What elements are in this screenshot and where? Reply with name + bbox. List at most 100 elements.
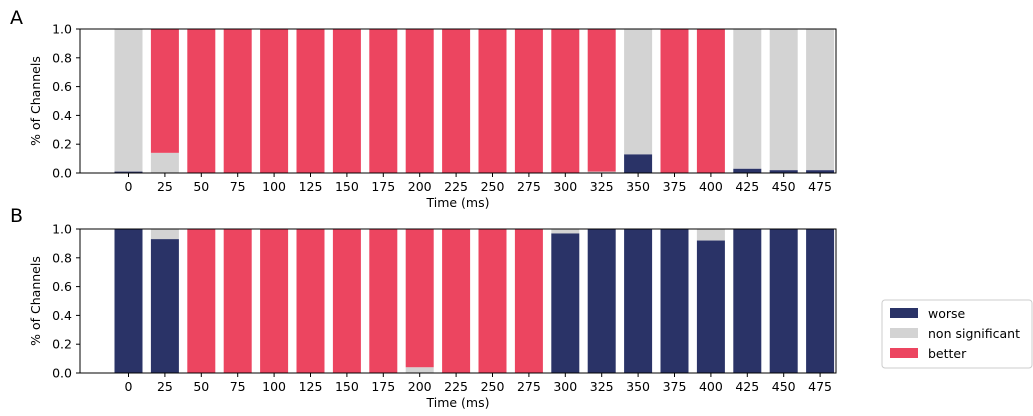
panel-b-bar-worse-400 (696, 240, 725, 373)
panel-b-x-tick-label-150: 150 (335, 379, 359, 394)
panel-a-bar-worse-350 (624, 154, 653, 173)
panel-b-x-tick-label-350: 350 (626, 379, 650, 394)
legend-box (881, 299, 1033, 369)
panel-b-x-tick-label-325: 325 (590, 379, 614, 394)
panel-b-x-tick-label-425: 425 (735, 379, 759, 394)
panel-a-bar-non-significant-450 (769, 29, 798, 171)
panel-b-bar-better-200 (405, 229, 434, 368)
panel-a-y-axis-label: % of Channels (28, 56, 43, 146)
panel-b-x-tick-label-125: 125 (299, 379, 323, 394)
panel-a-bar-better-375 (660, 29, 689, 173)
panel-a-x-tick-label-450: 450 (772, 179, 796, 194)
panel-b-y-axis-label: % of Channels (28, 256, 43, 346)
panel-a-x-tick-label-50: 50 (193, 179, 209, 194)
panel-a-x-tick-label-150: 150 (335, 179, 359, 194)
panel-a-bar-worse-425 (733, 168, 762, 173)
panel-b-bar-better-150 (332, 229, 361, 373)
panel-a-x-tick-label-100: 100 (262, 179, 286, 194)
panel-b-bar-worse-475 (806, 229, 835, 373)
panel-b-bar-worse-450 (769, 229, 798, 373)
panel-b-x-tick-label-175: 175 (371, 379, 395, 394)
panel-a-x-tick-label-475: 475 (808, 179, 832, 194)
panel-a-x-tick-label-300: 300 (553, 179, 577, 194)
panel-a-x-tick-label-0: 0 (125, 179, 133, 194)
panel-a-bar-better-100 (260, 29, 289, 173)
panel-b-x-tick-label-25: 25 (157, 379, 173, 394)
panel-b-y-tick-label-0.0: 0.0 (52, 366, 72, 381)
panel-b-bar-non-significant-25 (150, 229, 179, 240)
panel-b-bar-worse-0 (114, 229, 143, 373)
panel-b-x-tick-label-250: 250 (481, 379, 505, 394)
panel-a-x-axis-label: Time (ms) (425, 195, 489, 210)
panel-a-bar-non-significant-425 (733, 29, 762, 169)
panel-a-bar-non-significant-0 (114, 29, 143, 172)
panel-a-x-tick-label-425: 425 (735, 179, 759, 194)
legend: worse non significant better (881, 299, 1033, 369)
panel-a-bar-better-150 (332, 29, 361, 173)
panel-b-y-tick-label-0.4: 0.4 (52, 308, 72, 323)
legend-swatch-better (890, 348, 918, 358)
panel-a-bar-better-200 (405, 29, 434, 173)
panel-b-bar-better-275 (514, 229, 543, 373)
panel-a-axes-frame (79, 28, 837, 174)
panel-b-x-tick-label-400: 400 (699, 379, 723, 394)
panel-a-bar-non-significant-475 (806, 29, 835, 171)
panel-a-x-tick-label-225: 225 (444, 179, 468, 194)
panel-a-x-tick-label-375: 375 (663, 179, 687, 194)
panel-a-x-tick-label-325: 325 (590, 179, 614, 194)
panel-a-x-tick-label-25: 25 (157, 179, 173, 194)
legend-label-worse: worse (928, 306, 966, 321)
panel-b-x-tick-label-0: 0 (125, 379, 133, 394)
panel-b-x-tick-label-450: 450 (772, 379, 796, 394)
panel-a-x-tick-label-350: 350 (626, 179, 650, 194)
panel-a-bar-better-250 (478, 29, 507, 173)
panel-b-bar-worse-325 (587, 229, 616, 373)
panel-b-bar-better-225 (442, 229, 471, 373)
panel-a-bar-better-275 (514, 29, 543, 173)
panel-a-y-ticks: 0.0 0.2 0.4 0.6 0.8 1.0 (52, 22, 80, 181)
panel-b-x-tick-label-100: 100 (262, 379, 286, 394)
panel-b-bar-better-75 (223, 229, 252, 373)
panel-a-y-tick-label-0.4: 0.4 (52, 108, 72, 123)
panel-a-bars (114, 29, 835, 173)
panel-a-x-tick-label-125: 125 (299, 179, 323, 194)
panel-b-x-tick-label-50: 50 (193, 379, 209, 394)
legend-swatch-worse (890, 308, 918, 318)
panel-a-bar-better-50 (187, 29, 216, 173)
panel-b-y-ticks: 0.0 0.2 0.4 0.6 0.8 1.0 (52, 222, 80, 381)
panel-a: A 0.0 0.2 0.4 0.6 0.8 1.0 0 25 50 75 100 125 150 175… (10, 7, 837, 210)
panel-b-bar-worse-375 (660, 229, 689, 373)
panel-a-bar-better-125 (296, 29, 325, 173)
panel-a-x-tick-label-175: 175 (371, 179, 395, 194)
panel-a-x-tick-label-250: 250 (481, 179, 505, 194)
panel-a-bar-better-75 (223, 29, 252, 173)
panel-a-bar-non-significant-25 (150, 152, 179, 173)
panel-b-bar-better-50 (187, 229, 216, 373)
panel-a-bar-non-significant-350 (624, 29, 653, 155)
panel-a-bar-non-significant-325 (587, 171, 616, 173)
panel-a-x-tick-label-275: 275 (517, 179, 541, 194)
panel-b-bar-non-significant-300 (551, 229, 580, 234)
panel-a-x-tick-label-400: 400 (699, 179, 723, 194)
panel-a-bar-worse-450 (769, 170, 798, 173)
panel-a-y-tick-label-0.0: 0.0 (52, 166, 72, 181)
panel-b-bar-worse-425 (733, 229, 762, 373)
panel-b-label: B (10, 205, 23, 227)
legend-label-better: better (928, 346, 967, 361)
panel-a-x-tick-label-75: 75 (230, 179, 246, 194)
panel-b-bar-worse-350 (624, 229, 653, 373)
panel-a-bar-better-400 (696, 29, 725, 173)
panel-b-x-ticks: 0 25 50 75 100 125 150 175 200 225 250 275 300 325 350… (125, 373, 832, 394)
panel-a-label: A (10, 7, 23, 29)
panel-b-x-tick-label-200: 200 (408, 379, 432, 394)
panel-b-bars (114, 229, 835, 373)
panel-b-y-tick-label-1.0: 1.0 (52, 222, 72, 237)
panel-a-x-ticks: 0 25 50 75 100 125 150 175 200 225 250 275 300 325 350… (125, 173, 832, 194)
panel-a-y-tick-label-0.6: 0.6 (52, 79, 72, 94)
panel-b-x-axis-label: Time (ms) (425, 395, 489, 410)
panel-b-bar-better-125 (296, 229, 325, 373)
panel-b-y-tick-label-0.2: 0.2 (52, 337, 72, 352)
panel-a-bar-better-25 (150, 29, 179, 153)
panel-a-bar-worse-475 (806, 170, 835, 173)
